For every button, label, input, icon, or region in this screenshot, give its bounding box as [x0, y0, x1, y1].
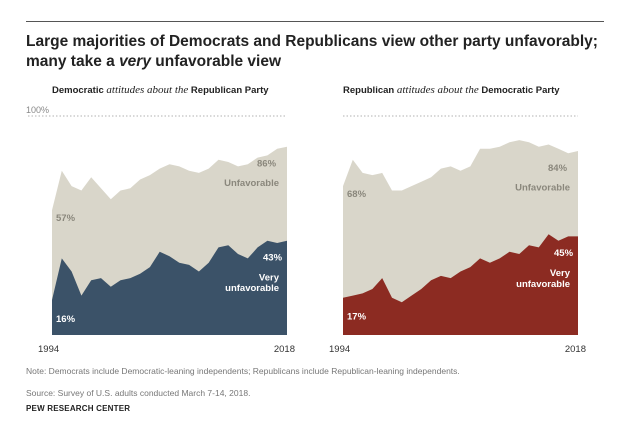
- left-panel-title: Democratic attitudes about the Republica…: [52, 84, 269, 96]
- title-line-2-emphasis: very: [119, 53, 151, 70]
- right-panel-title-end: Democratic Party: [478, 85, 560, 96]
- right-panel-title-emphasis: attitudes about the: [396, 84, 479, 96]
- chart-title: Large majorities of Democrats and Republ…: [26, 32, 606, 72]
- dem-very-unfavorable-area: [52, 240, 287, 335]
- rep-unfavorable-first-label: 68%: [347, 189, 367, 200]
- chart-source: Source: Survey of U.S. adults conducted …: [26, 388, 251, 398]
- dem-ytick-100: 100%: [26, 105, 49, 115]
- right-panel-title: Republican attitudes about the Democrati…: [343, 84, 560, 96]
- dem-x-start-label: 1994: [38, 344, 59, 355]
- dem-unfavorable-last-label: 86%: [257, 158, 277, 169]
- rep-x-start-label: 1994: [329, 344, 350, 355]
- title-line-2-start: many take a: [26, 53, 120, 70]
- chart-note: Note: Democrats include Democratic-leani…: [26, 366, 460, 376]
- title-line-1: Large majorities of Democrats and Republ…: [26, 33, 598, 50]
- rep-unfavorable-series-label: Unfavorable: [515, 182, 570, 193]
- left-panel-title-start: Democratic: [52, 85, 107, 96]
- dem-unfavorable-first-label: 57%: [56, 213, 76, 224]
- rep-unfavorable-last-label: 84%: [548, 163, 568, 174]
- brand-label: PEW RESEARCH CENTER: [26, 404, 131, 413]
- dem-very-series-label-line1: Very: [259, 272, 280, 283]
- rep-very-first-label: 17%: [347, 312, 367, 323]
- top-rule: [26, 21, 604, 22]
- dem-very-last-label: 43%: [263, 253, 283, 264]
- dem-very-first-label: 16%: [56, 314, 76, 325]
- dem-unfavorable-series-label: Unfavorable: [224, 178, 279, 189]
- title-line-2-end: unfavorable view: [150, 53, 282, 70]
- dem-x-end-label: 2018: [274, 344, 295, 355]
- rep-very-series-label-line1: Very: [550, 268, 571, 279]
- rep-x-end-label: 2018: [565, 344, 586, 355]
- rep-very-unfavorable-area: [343, 234, 578, 335]
- area-charts: 100%57%86%Unfavorable16%43%Veryunfavorab…: [26, 105, 586, 355]
- rep-very-series-label-line2: unfavorable: [516, 279, 570, 290]
- rep-very-last-label: 45%: [554, 248, 574, 259]
- left-panel-title-emphasis: attitudes about the: [106, 84, 189, 96]
- right-panel-title-start: Republican: [343, 85, 397, 96]
- title-line-2: many take a very unfavorable view: [26, 52, 606, 72]
- dem-very-series-label-line2: unfavorable: [225, 283, 279, 294]
- left-panel-title-end: Republican Party: [188, 85, 269, 96]
